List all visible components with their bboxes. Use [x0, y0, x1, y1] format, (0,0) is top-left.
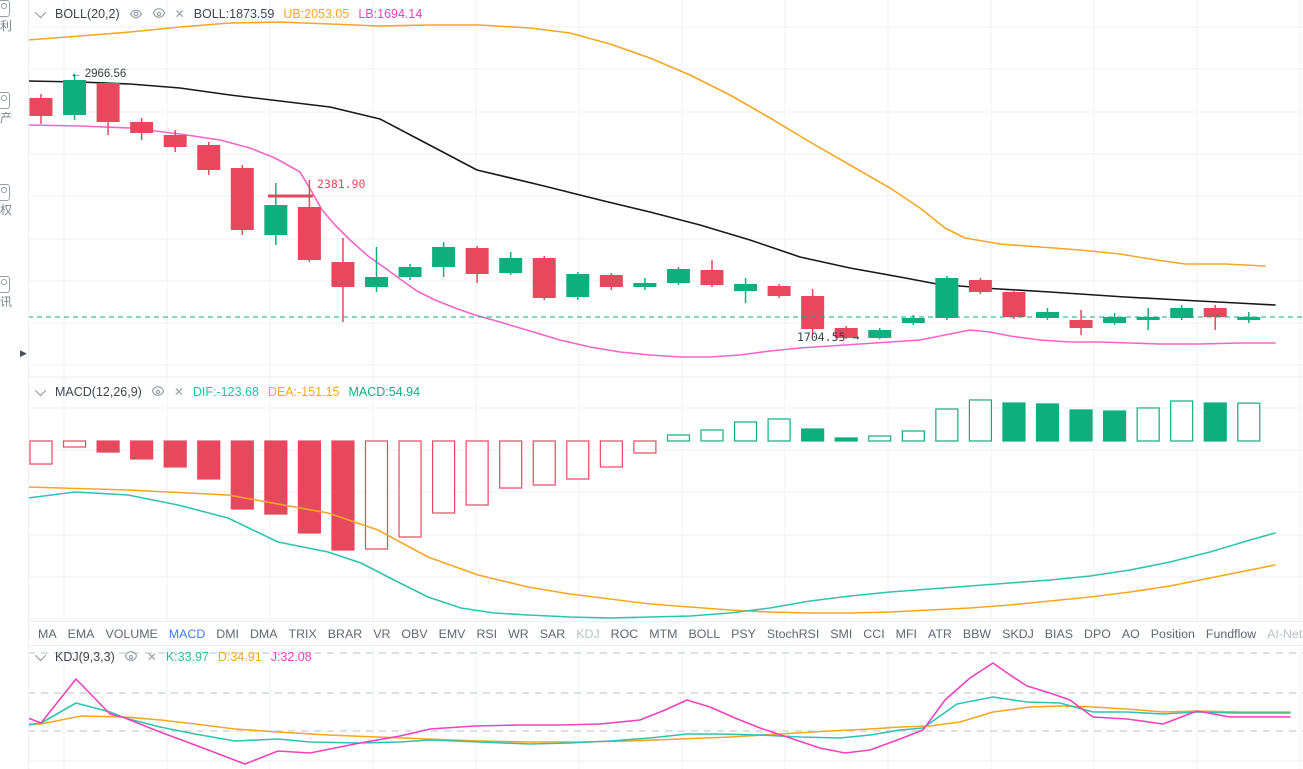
indicator-tab-vr[interactable]: VR — [373, 626, 391, 641]
indicator-tab-smi[interactable]: SMI — [830, 626, 853, 641]
indicator-tab-ma[interactable]: MA — [38, 626, 57, 641]
indicator-tab-skdj[interactable]: SKDJ — [1002, 626, 1034, 641]
kdj-panel-header: KDJ(9,3,3) ✕ K:33.97 D:34.91 J:32.08 — [34, 649, 312, 665]
indicator-tab-stochrsi[interactable]: StochRSI — [766, 626, 820, 641]
price-marker-label: 2381.90 — [317, 177, 366, 191]
sidebar-expand-arrow[interactable]: ▶ — [20, 348, 27, 358]
indicator-tab-atr[interactable]: ATR — [927, 626, 952, 641]
sidebar-item-label: 产 — [0, 111, 13, 125]
indicator-tab-rsi[interactable]: RSI — [476, 626, 498, 641]
settings-gear-icon[interactable] — [124, 650, 138, 664]
macd-panel-title: MACD(12,26,9) — [55, 385, 142, 399]
sidebar-item-label: 权 — [0, 203, 13, 217]
close-panel-icon[interactable]: ✕ — [173, 385, 184, 399]
boll-lb-value: LB:1694.14 — [358, 7, 423, 21]
indicator-tab-bar: MA EMA VOLUME MACD DMI DMA TRIX BRAR VR OBV EMV RSI… — [28, 621, 1303, 646]
indicator-tab-ai-netvol[interactable]: AI-NetVOL — [1267, 626, 1303, 641]
sidebar-item-label: 讯 — [0, 295, 13, 309]
indicator-tab-wr[interactable]: WR — [508, 626, 529, 641]
indicator-tab-dma[interactable]: DMA — [249, 626, 278, 641]
indicator-tab-mfi[interactable]: MFI — [895, 626, 917, 641]
indicator-tab-ema[interactable]: EMA — [67, 626, 95, 641]
macd-value: MACD:54.94 — [348, 385, 421, 399]
sidebar-item-arbitrage[interactable]: 利 — [0, 0, 28, 32]
eye-icon[interactable] — [129, 7, 143, 21]
indicator-tab-position[interactable]: Position — [1150, 626, 1195, 641]
indicator-tab-obv[interactable]: OBV — [401, 626, 428, 641]
sidebar-item-assets[interactable]: 产 — [0, 92, 28, 124]
indicator-tab-dpo[interactable]: DPO — [1084, 626, 1111, 641]
indicator-tab-ao[interactable]: AO — [1121, 626, 1140, 641]
indicator-tab-emv[interactable]: EMV — [438, 626, 466, 641]
close-panel-icon[interactable]: ✕ — [174, 7, 185, 21]
indicator-tab-mtm[interactable]: MTM — [649, 626, 678, 641]
indicator-tab-kdj[interactable]: KDJ — [576, 626, 600, 641]
period-high-label: ← 2966.56 — [70, 68, 127, 80]
kdj-panel-title: KDJ(9,3,3) — [55, 650, 115, 664]
kdj-j-value: J:32.08 — [270, 650, 312, 664]
indicator-tab-roc[interactable]: ROC — [610, 626, 639, 641]
sidebar-item-options[interactable]: 权 — [0, 184, 28, 216]
macd-panel-header: MACD(12,26,9) ✕ DIF:-123.68 DEA:-151.15 … — [34, 384, 421, 400]
close-panel-icon[interactable]: ✕ — [146, 650, 157, 664]
boll-panel-title: BOLL(20,2) — [55, 7, 120, 21]
arbitrage-icon — [0, 0, 10, 17]
indicator-tab-sar[interactable]: SAR — [539, 626, 566, 641]
boll-panel-header: BOLL(20,2) ✕ BOLL:1873.59 UB:2053.05 LB:… — [34, 6, 423, 22]
indicator-tab-fundflow[interactable]: Fundflow — [1205, 626, 1257, 641]
sidebar-item-news[interactable]: 讯 — [0, 276, 28, 308]
indicator-tab-macd[interactable]: MACD — [168, 626, 206, 641]
indicator-tab-boll[interactable]: BOLL — [688, 626, 721, 641]
indicator-tab-brar[interactable]: BRAR — [327, 626, 363, 641]
indicator-tab-bbw[interactable]: BBW — [962, 626, 992, 641]
indicator-tab-psy[interactable]: PSY — [731, 626, 756, 641]
indicator-tab-dmi[interactable]: DMI — [216, 626, 239, 641]
kdj-k-value: K:33.97 — [165, 650, 209, 664]
boll-value: BOLL:1873.59 — [193, 7, 275, 21]
settings-gear-icon[interactable] — [151, 385, 165, 399]
indicator-tab-volume[interactable]: VOLUME — [105, 626, 158, 641]
kdj-d-value: D:34.91 — [217, 650, 262, 664]
indicator-tab-bias[interactable]: BIAS — [1044, 626, 1074, 641]
macd-dea-value: DEA:-151.15 — [267, 385, 340, 399]
sidebar-item-label: 利 — [0, 19, 13, 33]
indicator-tab-trix[interactable]: TRIX — [288, 626, 317, 641]
options-icon — [0, 184, 10, 201]
macd-dif-value: DIF:-123.68 — [192, 385, 259, 399]
assets-icon — [0, 92, 10, 109]
left-sidebar: 利产权讯 — [0, 0, 29, 769]
news-icon — [0, 276, 10, 293]
period-low-label: 1704.55 → — [797, 330, 860, 344]
boll-ub-value: UB:2053.05 — [283, 7, 350, 21]
indicator-tab-cci[interactable]: CCI — [863, 626, 885, 641]
settings-gear-icon[interactable] — [152, 7, 166, 21]
